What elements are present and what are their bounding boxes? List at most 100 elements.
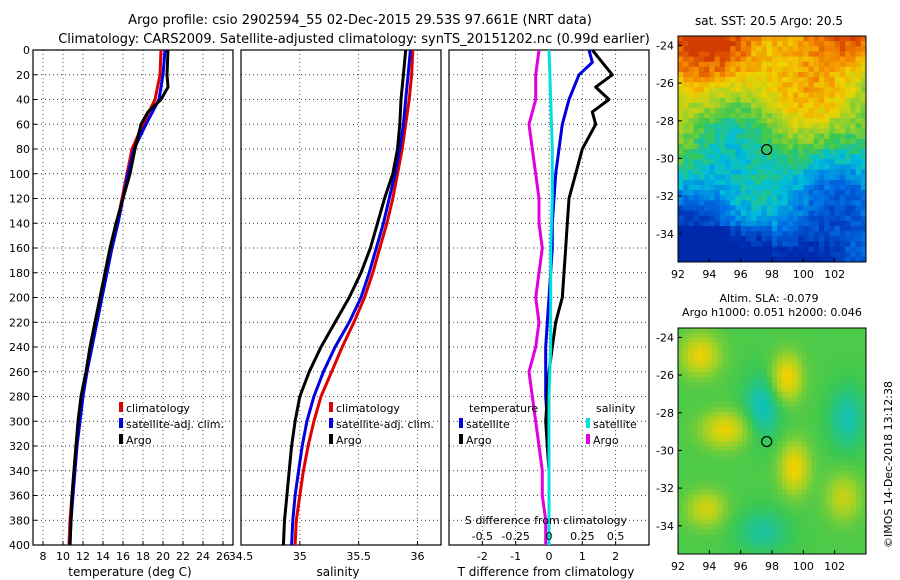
heatmap-cell xyxy=(688,46,695,53)
heatmap-cell xyxy=(745,159,752,166)
heatmap-cell xyxy=(678,406,684,413)
heatmap-cell xyxy=(717,337,724,344)
heatmap-cell xyxy=(702,401,709,408)
heatmap-cell xyxy=(816,347,823,354)
heatmap-cell xyxy=(752,337,758,344)
heatmap-cell xyxy=(792,92,799,99)
heatmap-cell xyxy=(821,401,828,408)
heatmap-cell xyxy=(851,485,857,491)
heatmap-cell xyxy=(851,347,857,354)
heatmap-cell xyxy=(725,133,731,140)
heatmap-cell xyxy=(709,77,716,83)
heatmap-cell xyxy=(727,524,734,531)
heatmap-cell xyxy=(704,149,710,155)
heatmap-cell xyxy=(702,377,709,383)
heatmap-cell xyxy=(678,524,684,531)
heatmap-cell xyxy=(821,460,828,467)
heatmap-cell xyxy=(678,337,684,344)
heatmap-cell xyxy=(772,401,778,408)
sal-legend-swatch-argo xyxy=(329,434,333,444)
heatmap-cell xyxy=(791,495,798,501)
heatmap-cell xyxy=(704,143,710,150)
heatmap-cell xyxy=(826,372,832,378)
heatmap-cell xyxy=(740,159,747,166)
heatmap-cell xyxy=(821,396,828,403)
heatmap-cell xyxy=(704,71,710,78)
heatmap-cell xyxy=(740,118,747,124)
heatmap-cell xyxy=(678,138,684,145)
heatmap-cell xyxy=(772,51,778,58)
heatmap-cell xyxy=(737,480,743,486)
heatmap-cell xyxy=(861,372,866,378)
heatmap-cell xyxy=(712,514,719,521)
heatmap-cell xyxy=(732,460,738,467)
heatmap-cell xyxy=(846,450,852,457)
heatmap-cell xyxy=(860,184,866,191)
heatmap-cell xyxy=(707,328,714,334)
heatmap-cell xyxy=(704,215,710,222)
heatmap-cell xyxy=(714,205,721,212)
heatmap-cell xyxy=(751,123,757,130)
heatmap-cell xyxy=(732,386,738,393)
heatmap-cell xyxy=(727,431,734,437)
heatmap-cell xyxy=(798,77,804,83)
heatmap-cell xyxy=(725,66,731,73)
heatmap-cell xyxy=(776,445,783,452)
heatmap-cell xyxy=(707,544,714,550)
heatmap-cell xyxy=(683,154,690,160)
heatmap-cell xyxy=(808,190,815,196)
heatmap-cell xyxy=(740,179,747,186)
heatmap-cell xyxy=(756,51,763,58)
heatmap-cell xyxy=(855,143,862,150)
heatmap-cell xyxy=(811,382,818,388)
heatmap-cell xyxy=(687,495,694,501)
heatmap-cell xyxy=(752,490,758,496)
heatmap-cell xyxy=(821,549,828,554)
heatmap-cell xyxy=(845,118,851,124)
heatmap-cell xyxy=(766,143,773,150)
heatmap-cell xyxy=(688,128,695,135)
heatmap-cell xyxy=(678,460,684,467)
heatmap-cell xyxy=(781,362,788,368)
heatmap-cell xyxy=(693,210,700,217)
heatmap-cell xyxy=(782,231,789,237)
heatmap-cell xyxy=(806,465,813,472)
heatmap-cell xyxy=(756,61,763,68)
heatmap-cell xyxy=(762,480,768,486)
heatmap-cell xyxy=(740,174,747,181)
heatmap-cell xyxy=(693,164,700,171)
heatmap-cell xyxy=(861,391,866,398)
heatmap-cell xyxy=(742,337,748,344)
heatmap-cell xyxy=(714,184,721,191)
heatmap-cell xyxy=(761,66,768,73)
heatmap-cell xyxy=(806,332,813,339)
heatmap-cell xyxy=(834,143,841,150)
heatmap-cell xyxy=(824,51,831,58)
heatmap-cell xyxy=(747,431,753,437)
heatmap-cell xyxy=(735,246,742,253)
heatmap-cell xyxy=(757,337,763,344)
heatmap-cell xyxy=(714,51,721,58)
heatmap-cell xyxy=(850,113,857,119)
heatmap-cell xyxy=(786,328,793,334)
heatmap-cell xyxy=(761,164,768,171)
heatmap-cell xyxy=(776,450,783,457)
heatmap-cell xyxy=(845,236,851,243)
heatmap-cell xyxy=(762,470,768,476)
heatmap-cell xyxy=(727,411,734,418)
heatmap-cell xyxy=(722,490,729,496)
heatmap-cell xyxy=(737,421,743,427)
heatmap-cell xyxy=(850,220,857,227)
heatmap-cell xyxy=(772,372,778,378)
heatmap-cell xyxy=(846,441,852,447)
heatmap-cell xyxy=(704,56,710,63)
heatmap-cell xyxy=(742,382,748,388)
heatmap-cell xyxy=(683,164,690,171)
heatmap-cell xyxy=(687,460,694,467)
heatmap-cell xyxy=(737,524,743,531)
heatmap-cell xyxy=(856,416,862,422)
heatmap-cell xyxy=(792,184,799,191)
heatmap-cell xyxy=(796,450,803,457)
heatmap-cell xyxy=(811,480,818,486)
heatmap-cell xyxy=(756,179,763,186)
